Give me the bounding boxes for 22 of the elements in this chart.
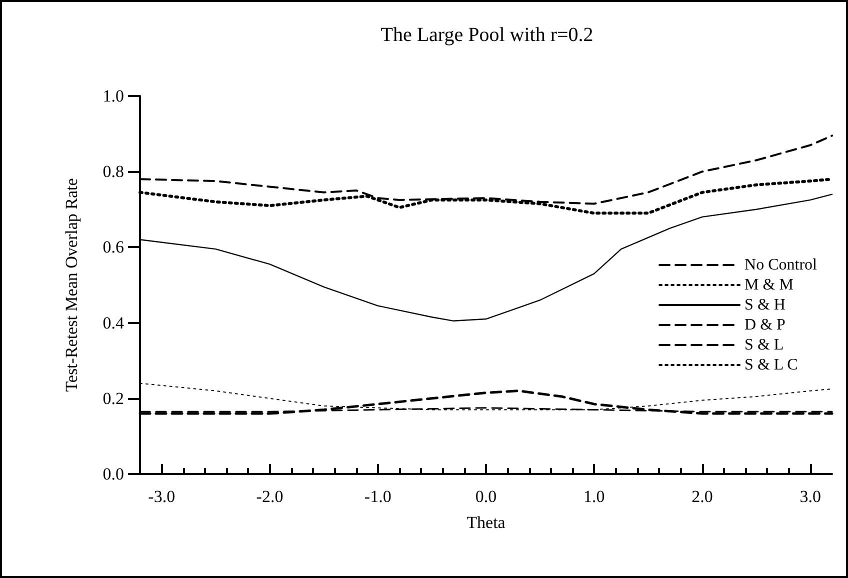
y-tick-label: 0.4 [102,313,124,332]
legend-label: S & L C [744,356,798,374]
x-axis-title: Theta [466,513,506,532]
y-tick-label: 0.6 [102,238,124,257]
chart-title: The Large Pool with r=0.2 [380,24,594,46]
legend-label: No Control [744,256,818,274]
x-tick-label: -1.0 [364,487,392,506]
x-tick-label: 1.0 [584,487,605,506]
legend-label: D & P [744,316,786,334]
x-tick-label: 3.0 [800,487,821,506]
x-tick-label: -2.0 [256,487,284,506]
y-tick-label: 0.0 [102,464,124,484]
legend-label: S & L [744,336,784,354]
y-tick-label: 0.2 [102,388,124,408]
x-tick-label: -3.0 [148,487,176,506]
y-axis-title: Test-Retest Mean Overlap Rate [62,178,81,392]
x-tick-label: 2.0 [692,487,713,506]
y-tick-label: 1.0 [102,86,124,106]
legend-label: S & H [744,296,786,314]
x-tick-label: 0.0 [475,487,497,506]
legend-label: M & M [744,276,794,294]
y-tick-label: 0.8 [102,162,124,182]
